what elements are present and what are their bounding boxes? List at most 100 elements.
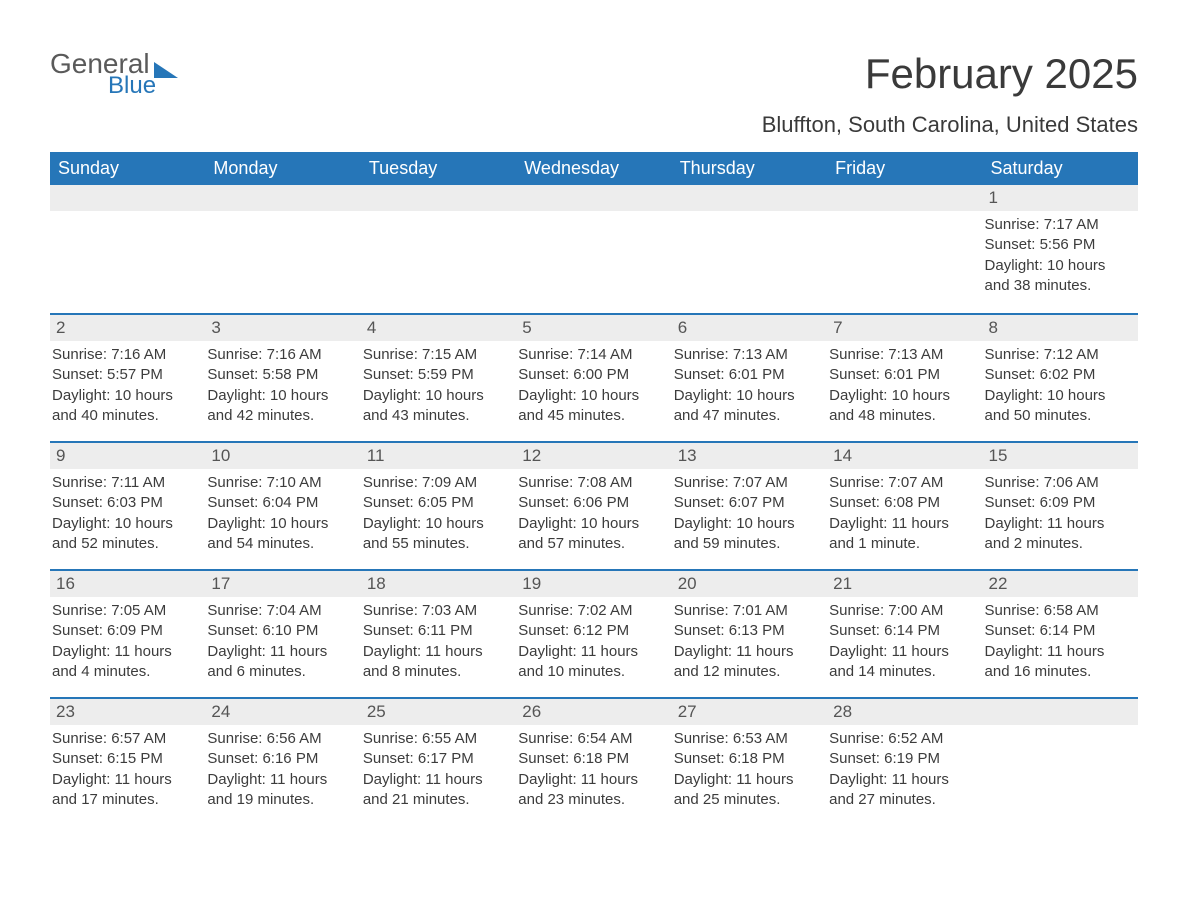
- page-title: February 2025: [762, 50, 1138, 98]
- day-number: [50, 185, 205, 211]
- daylight-text: Daylight: 10 hours and 57 minutes.: [518, 514, 665, 555]
- calendar-day-cell: 10Sunrise: 7:10 AMSunset: 6:04 PMDayligh…: [205, 441, 360, 569]
- sunset-text: Sunset: 6:18 PM: [518, 749, 665, 769]
- daylight-text: Daylight: 10 hours and 38 minutes.: [985, 256, 1132, 297]
- sunset-text: Sunset: 6:06 PM: [518, 493, 665, 513]
- sunset-text: Sunset: 6:11 PM: [363, 621, 510, 641]
- weekday-header: Monday: [205, 152, 360, 185]
- sunrise-text: Sunrise: 7:10 AM: [207, 473, 354, 493]
- sunset-text: Sunset: 6:08 PM: [829, 493, 976, 513]
- sunset-text: Sunset: 6:16 PM: [207, 749, 354, 769]
- day-details: Sunrise: 7:08 AMSunset: 6:06 PMDaylight:…: [516, 469, 671, 558]
- weekday-header: Friday: [827, 152, 982, 185]
- sunrise-text: Sunrise: 6:58 AM: [985, 601, 1132, 621]
- calendar-day-cell: 4Sunrise: 7:15 AMSunset: 5:59 PMDaylight…: [361, 313, 516, 441]
- day-number: [827, 185, 982, 211]
- day-details: Sunrise: 6:57 AMSunset: 6:15 PMDaylight:…: [50, 725, 205, 814]
- sunset-text: Sunset: 5:59 PM: [363, 365, 510, 385]
- sunrise-text: Sunrise: 7:12 AM: [985, 345, 1132, 365]
- day-details: Sunrise: 7:16 AMSunset: 5:58 PMDaylight:…: [205, 341, 360, 430]
- sunset-text: Sunset: 6:15 PM: [52, 749, 199, 769]
- day-number: 11: [361, 441, 516, 469]
- sunrise-text: Sunrise: 7:13 AM: [829, 345, 976, 365]
- calendar-day-cell: 18Sunrise: 7:03 AMSunset: 6:11 PMDayligh…: [361, 569, 516, 697]
- calendar-day-cell: 25Sunrise: 6:55 AMSunset: 6:17 PMDayligh…: [361, 697, 516, 825]
- location-subtitle: Bluffton, South Carolina, United States: [762, 112, 1138, 138]
- sunset-text: Sunset: 6:17 PM: [363, 749, 510, 769]
- day-number: 21: [827, 569, 982, 597]
- day-number: 1: [983, 185, 1138, 211]
- sunrise-text: Sunrise: 6:52 AM: [829, 729, 976, 749]
- day-details: Sunrise: 7:12 AMSunset: 6:02 PMDaylight:…: [983, 341, 1138, 430]
- sunset-text: Sunset: 6:07 PM: [674, 493, 821, 513]
- day-number: 2: [50, 313, 205, 341]
- day-details: Sunrise: 7:01 AMSunset: 6:13 PMDaylight:…: [672, 597, 827, 686]
- day-number: [205, 185, 360, 211]
- day-details: Sunrise: 6:58 AMSunset: 6:14 PMDaylight:…: [983, 597, 1138, 686]
- sunset-text: Sunset: 6:00 PM: [518, 365, 665, 385]
- sunrise-text: Sunrise: 7:04 AM: [207, 601, 354, 621]
- daylight-text: Daylight: 11 hours and 12 minutes.: [674, 642, 821, 683]
- day-details: Sunrise: 7:03 AMSunset: 6:11 PMDaylight:…: [361, 597, 516, 686]
- sunset-text: Sunset: 6:05 PM: [363, 493, 510, 513]
- weekday-header: Thursday: [672, 152, 827, 185]
- day-details: Sunrise: 7:14 AMSunset: 6:00 PMDaylight:…: [516, 341, 671, 430]
- sunset-text: Sunset: 6:03 PM: [52, 493, 199, 513]
- sunset-text: Sunset: 6:02 PM: [985, 365, 1132, 385]
- calendar-day-cell: 3Sunrise: 7:16 AMSunset: 5:58 PMDaylight…: [205, 313, 360, 441]
- sunset-text: Sunset: 5:58 PM: [207, 365, 354, 385]
- day-details: Sunrise: 7:15 AMSunset: 5:59 PMDaylight:…: [361, 341, 516, 430]
- sunrise-text: Sunrise: 6:56 AM: [207, 729, 354, 749]
- calendar-day-cell: [516, 185, 671, 313]
- day-number: [516, 185, 671, 211]
- sunrise-text: Sunrise: 7:09 AM: [363, 473, 510, 493]
- sunset-text: Sunset: 6:18 PM: [674, 749, 821, 769]
- day-details: Sunrise: 7:09 AMSunset: 6:05 PMDaylight:…: [361, 469, 516, 558]
- daylight-text: Daylight: 11 hours and 25 minutes.: [674, 770, 821, 811]
- calendar-week-row: 2Sunrise: 7:16 AMSunset: 5:57 PMDaylight…: [50, 313, 1138, 441]
- header: General Blue February 2025 Bluffton, Sou…: [50, 50, 1138, 138]
- day-details: Sunrise: 6:55 AMSunset: 6:17 PMDaylight:…: [361, 725, 516, 814]
- calendar-day-cell: [827, 185, 982, 313]
- calendar-week-row: 16Sunrise: 7:05 AMSunset: 6:09 PMDayligh…: [50, 569, 1138, 697]
- sunrise-text: Sunrise: 7:17 AM: [985, 215, 1132, 235]
- sunset-text: Sunset: 6:09 PM: [985, 493, 1132, 513]
- sunrise-text: Sunrise: 7:07 AM: [674, 473, 821, 493]
- calendar-body: 1Sunrise: 7:17 AMSunset: 5:56 PMDaylight…: [50, 185, 1138, 825]
- daylight-text: Daylight: 11 hours and 21 minutes.: [363, 770, 510, 811]
- daylight-text: Daylight: 11 hours and 8 minutes.: [363, 642, 510, 683]
- daylight-text: Daylight: 10 hours and 52 minutes.: [52, 514, 199, 555]
- calendar-header-row: SundayMondayTuesdayWednesdayThursdayFrid…: [50, 152, 1138, 185]
- day-number: 9: [50, 441, 205, 469]
- day-details: Sunrise: 7:10 AMSunset: 6:04 PMDaylight:…: [205, 469, 360, 558]
- sunrise-text: Sunrise: 7:15 AM: [363, 345, 510, 365]
- day-details: Sunrise: 7:06 AMSunset: 6:09 PMDaylight:…: [983, 469, 1138, 558]
- daylight-text: Daylight: 11 hours and 19 minutes.: [207, 770, 354, 811]
- day-details: Sunrise: 6:54 AMSunset: 6:18 PMDaylight:…: [516, 725, 671, 814]
- sunset-text: Sunset: 6:10 PM: [207, 621, 354, 641]
- day-number: 16: [50, 569, 205, 597]
- calendar-day-cell: 6Sunrise: 7:13 AMSunset: 6:01 PMDaylight…: [672, 313, 827, 441]
- calendar-day-cell: 15Sunrise: 7:06 AMSunset: 6:09 PMDayligh…: [983, 441, 1138, 569]
- sunrise-text: Sunrise: 7:16 AM: [207, 345, 354, 365]
- daylight-text: Daylight: 11 hours and 17 minutes.: [52, 770, 199, 811]
- day-number: 3: [205, 313, 360, 341]
- calendar-day-cell: 17Sunrise: 7:04 AMSunset: 6:10 PMDayligh…: [205, 569, 360, 697]
- day-details: Sunrise: 7:11 AMSunset: 6:03 PMDaylight:…: [50, 469, 205, 558]
- calendar-day-cell: 26Sunrise: 6:54 AMSunset: 6:18 PMDayligh…: [516, 697, 671, 825]
- sunrise-text: Sunrise: 7:13 AM: [674, 345, 821, 365]
- day-details: Sunrise: 7:00 AMSunset: 6:14 PMDaylight:…: [827, 597, 982, 686]
- day-number: 22: [983, 569, 1138, 597]
- day-number: 24: [205, 697, 360, 725]
- calendar-day-cell: [50, 185, 205, 313]
- calendar-day-cell: 1Sunrise: 7:17 AMSunset: 5:56 PMDaylight…: [983, 185, 1138, 313]
- daylight-text: Daylight: 11 hours and 2 minutes.: [985, 514, 1132, 555]
- day-number: 8: [983, 313, 1138, 341]
- sunset-text: Sunset: 6:12 PM: [518, 621, 665, 641]
- sunrise-text: Sunrise: 7:07 AM: [829, 473, 976, 493]
- day-number: 13: [672, 441, 827, 469]
- calendar-week-row: 9Sunrise: 7:11 AMSunset: 6:03 PMDaylight…: [50, 441, 1138, 569]
- weekday-header: Wednesday: [516, 152, 671, 185]
- logo: General Blue: [50, 50, 178, 100]
- sunset-text: Sunset: 6:09 PM: [52, 621, 199, 641]
